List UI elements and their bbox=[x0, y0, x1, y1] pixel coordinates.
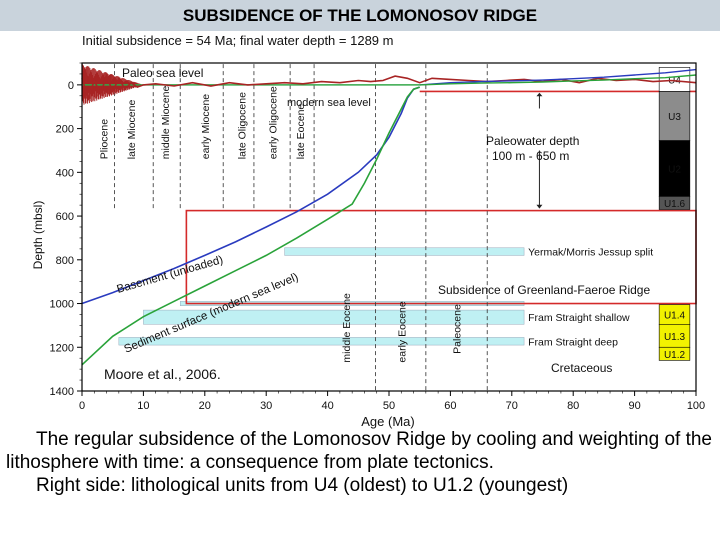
x-axis-label: Age (Ma) bbox=[361, 414, 414, 429]
series-layer bbox=[81, 64, 697, 366]
band-label-0: Yermak/Morris Jessup split bbox=[528, 247, 653, 259]
unit-box-6 bbox=[658, 346, 691, 361]
epoch-label-1: late Miocene bbox=[126, 100, 138, 160]
slide-title: SUBSIDENCE OF THE LOMONOSOV RIDGE bbox=[0, 0, 720, 31]
unit-box-2 bbox=[658, 140, 691, 197]
basement-extension-line bbox=[419, 68, 697, 86]
x-tick-label-6: 60 bbox=[444, 400, 456, 412]
epoch-label-9: Paleocene bbox=[452, 304, 464, 354]
x-tick-label-4: 40 bbox=[321, 400, 333, 412]
x-tick-label-10: 100 bbox=[687, 400, 705, 412]
caption: The regular subsidence of the Lomonosov … bbox=[6, 428, 712, 497]
axes-layer: 0 10 20 30 40 50 60 70 80 90 100020040060080010001… bbox=[50, 62, 705, 412]
band-layer: Yermak/Morris Jessup split Fram Straight … bbox=[118, 247, 653, 348]
x-tick-label-2: 20 bbox=[199, 400, 211, 412]
arrow-head-top bbox=[536, 92, 543, 97]
paleo-sea-label: Paleo sea level bbox=[122, 66, 203, 80]
x-tick-label-1: 10 bbox=[137, 400, 149, 412]
modern-sea-label: modern sea level bbox=[287, 97, 371, 109]
greenland-label: Subsidence of Greenland-Faeroe Ridge bbox=[438, 283, 650, 297]
band-label-1: Fram Straight shallow bbox=[528, 312, 630, 324]
y-tick-label-0: 0 bbox=[68, 80, 74, 92]
y-tick-label-6: 1200 bbox=[50, 342, 74, 354]
y-tick-label-1: 200 bbox=[56, 124, 74, 136]
epoch-layer: Pliocene late Miocene middle Miocene early … bbox=[98, 64, 488, 391]
epoch-label-7: middle Eocene bbox=[341, 293, 353, 363]
y-tick-label-2: 400 bbox=[56, 167, 74, 179]
epoch-label-2: middle Miocene bbox=[160, 86, 172, 160]
epoch-label-6: late Eocene bbox=[295, 104, 307, 160]
paleowater-title: Paleowater depth bbox=[486, 134, 579, 148]
x-tick-label-5: 50 bbox=[383, 400, 395, 412]
band-2 bbox=[118, 337, 525, 346]
cretaceous-label: Cretaceous bbox=[551, 361, 612, 375]
y-tick-label-4: 800 bbox=[56, 255, 74, 267]
paleowater-range: 100 m - 650 m bbox=[492, 149, 569, 163]
unit-label-3: U1.6 bbox=[664, 199, 686, 210]
x-tick-label-7: 70 bbox=[506, 400, 518, 412]
epoch-label-5: early Oligocene bbox=[267, 86, 279, 159]
x-tick-label-8: 80 bbox=[567, 400, 579, 412]
caption-line-2: Right side: lithological units from U4 (… bbox=[36, 475, 569, 496]
y-axis-label: Depth (mbsl) bbox=[31, 201, 45, 270]
unit-label-5: U1.3 bbox=[664, 332, 686, 343]
y-tick-label-3: 600 bbox=[56, 211, 74, 223]
chart-title: Initial subsidence = 54 Ma; final water … bbox=[82, 33, 393, 48]
sediment-line bbox=[81, 86, 420, 366]
source-label: Moore et al., 2006. bbox=[104, 366, 221, 382]
unit-label-6: U1.2 bbox=[664, 350, 686, 361]
epoch-label-4: late Oligocene bbox=[237, 92, 249, 159]
x-tick-label-0: 0 bbox=[79, 400, 85, 412]
epoch-label-0: Pliocene bbox=[98, 119, 110, 159]
epoch-label-8: early Eocene bbox=[396, 301, 408, 362]
sediment-extension-line bbox=[419, 74, 697, 86]
y-tick-label-7: 1400 bbox=[50, 386, 74, 398]
x-tick-label-9: 90 bbox=[628, 400, 640, 412]
basement-line bbox=[81, 86, 420, 305]
basement-label: Basement (unloaded) bbox=[116, 254, 225, 296]
unit-label-2: U2 bbox=[668, 165, 681, 176]
epoch-label-3: early Miocene bbox=[200, 94, 212, 160]
y-tick-label-5: 1000 bbox=[50, 299, 74, 311]
unit-label-1: U3 bbox=[668, 112, 681, 123]
band-0 bbox=[284, 247, 525, 256]
unit-box-3 bbox=[658, 196, 691, 210]
unit-label-4: U1.4 bbox=[664, 310, 686, 321]
subsidence-chart: Initial subsidence = 54 Ma; final water … bbox=[31, 33, 705, 429]
box-layer bbox=[185, 90, 697, 305]
unit-box-1 bbox=[658, 91, 691, 141]
arrow-head-bottom bbox=[536, 204, 543, 209]
caption-line-1: The regular subsidence of the Lomonosov … bbox=[6, 429, 712, 473]
x-tick-label-3: 30 bbox=[260, 400, 272, 412]
band-label-2: Fram Straight deep bbox=[528, 336, 618, 348]
